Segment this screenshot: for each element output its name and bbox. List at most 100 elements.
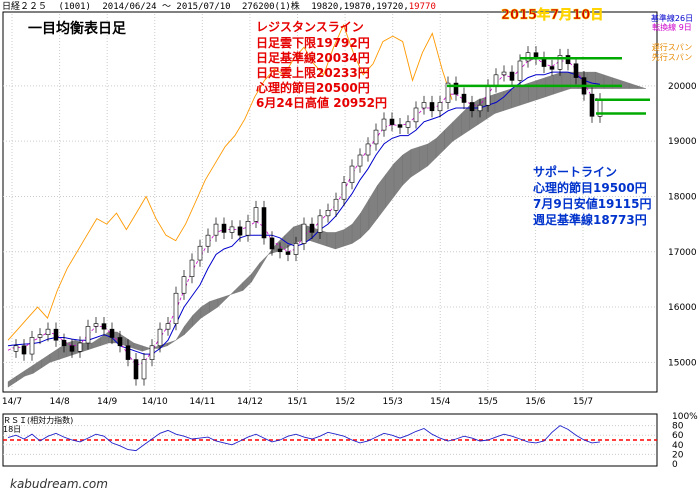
candle-body: [221, 223, 227, 233]
candle-body: [317, 215, 323, 233]
chikou-span-line: [7, 23, 453, 341]
candle-body: [21, 345, 27, 355]
candle-body: [213, 223, 219, 236]
candle-body: [557, 55, 563, 70]
candle-body: [181, 276, 187, 294]
cloud-segment: [553, 71, 563, 95]
candle-body: [205, 234, 211, 247]
candle-body: [109, 328, 115, 338]
y-tick-label: 15000: [668, 358, 697, 368]
x-tick-label: 15/6: [525, 397, 545, 407]
candle-body: [237, 226, 243, 236]
cloud-segment: [637, 85, 647, 89]
resistance-annotation: レジスタンスライン 日足雲下限19792円 日足基準線20034円 日足雲上限2…: [256, 20, 387, 110]
x-tick-label: 14/7: [2, 397, 22, 407]
candle-body: [429, 102, 435, 112]
candle-body: [269, 237, 275, 250]
candle-body: [69, 345, 75, 352]
candle-body: [517, 60, 523, 81]
candle-body: [165, 323, 171, 330]
candle-body: [157, 328, 163, 347]
candle-body: [29, 337, 35, 355]
legend-kijun: 基準線26日: [651, 13, 693, 23]
cloud-segment: [259, 254, 269, 269]
candle-body: [565, 55, 571, 65]
x-tick-label: 14/11: [189, 397, 215, 407]
cloud-segment: [528, 80, 538, 103]
candle-body: [229, 226, 235, 233]
resistance-line-4: 心理的節目20500円: [256, 80, 370, 95]
candle-body: [301, 223, 307, 244]
header-last: 19770: [409, 2, 436, 12]
x-tick-label: 14/8: [49, 397, 69, 407]
cloud-segment: [293, 223, 302, 244]
candle-body: [461, 93, 467, 103]
candle-body: [309, 223, 315, 233]
candle-body: [493, 74, 499, 87]
support-annotation: サポートライン 心理的節目19500円 7月9日安値19115円 週足基準線18…: [533, 164, 651, 227]
x-tick-label: 15/7: [573, 397, 593, 407]
candle-body: [349, 165, 355, 183]
support-resistance-levels: [447, 56, 650, 115]
cloud-segment: [503, 88, 512, 111]
y-tick-label: 19000: [668, 137, 697, 147]
legend-tenkan: 転換線 9日: [652, 22, 692, 32]
candle-body: [485, 85, 491, 106]
legend-chikou: 遅行スパン: [652, 42, 692, 52]
x-tick-label: 14/12: [237, 397, 263, 407]
candle-body: [77, 342, 83, 352]
y-tick-label: 20000: [668, 82, 697, 92]
candle-body: [261, 207, 267, 239]
candle-body: [413, 107, 419, 123]
x-tick-label: 15/2: [335, 397, 355, 407]
y-tick-label: 16000: [668, 303, 697, 313]
watermark: kabudream.com: [10, 477, 108, 491]
candle-body: [365, 143, 371, 156]
cloud-segment: [561, 71, 571, 92]
rsi-tick-label: 60: [672, 431, 684, 441]
candle-body: [277, 248, 283, 253]
candle-body: [325, 209, 331, 217]
svg-text:日経２２５ (1001) 2014/06/2: 日経２２５ (1001) 2014/06/24 ～ 2015/07/10 276…: [2, 0, 436, 12]
candle-body: [469, 102, 475, 112]
y-tick-label: 18000: [668, 192, 697, 202]
support-line-3: 週足基準線18773円: [533, 212, 647, 227]
rsi-path: [7, 425, 601, 452]
cloud-segment: [167, 340, 176, 347]
candle-body: [509, 71, 515, 81]
candle-body: [141, 359, 147, 380]
candle-body: [421, 102, 427, 109]
cloud-segment: [142, 345, 152, 352]
resistance-line-3: 日足雲上限20233円: [256, 65, 370, 80]
cloud-segment: [511, 85, 521, 109]
x-tick-label: 15/4: [430, 397, 450, 407]
candle-body: [13, 345, 19, 352]
y-axis-ticks: 15000 16000 17000 18000 19000 20000: [668, 82, 697, 368]
gridlines: [3, 14, 657, 392]
candle-body: [333, 198, 339, 211]
support-heading: サポートライン: [533, 164, 617, 179]
cloud-segment: [410, 146, 420, 178]
candle-body: [389, 118, 395, 125]
resistance-heading: レジスタンスライン: [256, 20, 364, 34]
candle-body: [197, 245, 203, 261]
candle-body: [397, 124, 403, 128]
candle-body: [381, 118, 387, 131]
rsi-tick-label: 40: [672, 441, 684, 451]
resistance-line-1: 日足雲下限19792円: [256, 35, 370, 50]
rsi-label: ＲＳＩ(相対力指数): [3, 415, 73, 425]
x-tick-label: 14/9: [97, 397, 117, 407]
candle-body: [341, 182, 347, 200]
support-line-1: 心理的節目19500円: [533, 180, 647, 195]
candle-body: [549, 66, 555, 70]
x-axis-ticks: 14/7 14/8 14/9 14/10 14/11 14/12 15/1 15/2 15/3 1…: [2, 397, 593, 407]
candle-body: [125, 345, 131, 360]
chart-title: 一目均衡表日足: [28, 20, 127, 37]
x-tick-label: 14/10: [142, 397, 168, 407]
candle-body: [477, 104, 483, 112]
legend-senko: 先行スパン: [652, 52, 692, 62]
candle-body: [589, 93, 595, 117]
y-tick-label: 17000: [668, 248, 697, 258]
